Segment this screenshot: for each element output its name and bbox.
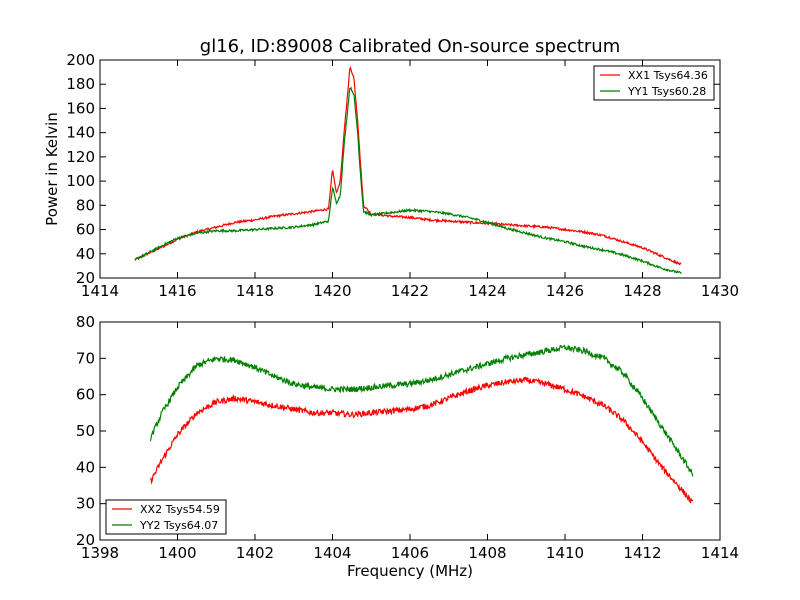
- y-tick-label: 80: [76, 313, 95, 331]
- y-tick-label: 50: [76, 422, 95, 440]
- series-line-yy2: [149, 344, 694, 477]
- y-tick-label: 20: [76, 269, 95, 287]
- legend: XX1 Tsys64.36 YY1 Tsys60.28: [593, 65, 715, 101]
- x-tick-label: 1418: [236, 282, 274, 300]
- x-axis-title: Frequency (MHz): [347, 562, 473, 580]
- legend-entry: XX2 Tsys54.59: [140, 503, 220, 516]
- y-tick-label: 180: [66, 75, 95, 93]
- x-tick-label: 1402: [236, 544, 274, 562]
- x-tick-label: 1428: [623, 282, 661, 300]
- y-tick-label: 60: [76, 221, 95, 239]
- x-tick-label: 1410: [546, 544, 584, 562]
- x-tick-label: 1398: [81, 544, 119, 562]
- y-axis-title: Power in Kelvin: [43, 112, 61, 226]
- y-tick-label: 120: [66, 148, 95, 166]
- x-tick-label: 1412: [623, 544, 661, 562]
- x-tick-label: 1430: [701, 282, 739, 300]
- chart-title: gl16, ID:89008 Calibrated On-source spec…: [200, 36, 620, 57]
- series-line-xx2: [149, 376, 694, 504]
- y-tick-label: 70: [76, 349, 95, 367]
- x-tick-label: 1408: [468, 544, 506, 562]
- plot-bottom: 1398 1400 1402 1404 1406 1408 1410 1412 1414 20 30…: [76, 313, 739, 580]
- y-tick-label: 30: [76, 495, 95, 513]
- x-tick-label: 1400: [158, 544, 196, 562]
- legend-entry: XX1 Tsys64.36: [628, 69, 708, 82]
- y-tick-label: 100: [66, 172, 95, 190]
- x-tick-label: 1404: [313, 544, 351, 562]
- plot-top: 1414 1416 1418 1420 1422 1424 1426 1428 1430 20 40…: [43, 51, 739, 300]
- legend: XX2 Tsys54.59 YY2 Tsys64.07: [105, 499, 227, 535]
- y-tick-label: 40: [76, 245, 95, 263]
- x-tick-label: 1422: [391, 282, 429, 300]
- legend-entry: YY2 Tsys64.07: [139, 519, 218, 532]
- y-tick-label: 60: [76, 386, 95, 404]
- y-tick-label: 200: [66, 51, 95, 69]
- x-tick-label: 1406: [391, 544, 429, 562]
- series-line-xx1: [134, 65, 682, 266]
- y-tick-label: 80: [76, 196, 95, 214]
- x-tick-label: 1426: [546, 282, 584, 300]
- legend-box: [593, 65, 715, 101]
- series-line-yy1: [134, 86, 682, 275]
- y-tick-label: 160: [66, 99, 95, 117]
- legend-entry: YY1 Tsys60.28: [627, 85, 706, 98]
- x-tick-label: 1420: [313, 282, 351, 300]
- legend-box: [105, 499, 227, 535]
- y-tick-label: 20: [76, 531, 95, 549]
- y-tick-label: 40: [76, 458, 95, 476]
- x-tick-label: 1414: [701, 544, 739, 562]
- x-tick-label: 1414: [81, 282, 119, 300]
- x-tick-label: 1424: [468, 282, 506, 300]
- x-tick-label: 1416: [158, 282, 196, 300]
- y-tick-label: 140: [66, 124, 95, 142]
